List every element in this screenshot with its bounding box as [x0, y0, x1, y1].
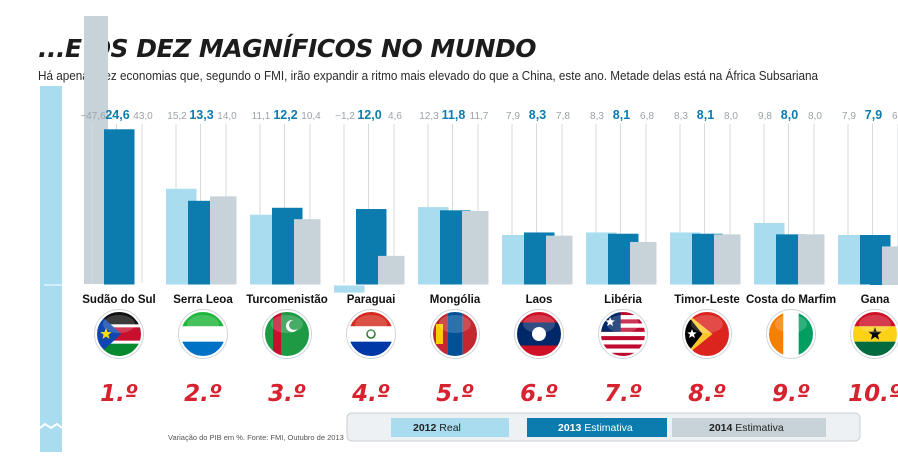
value-label-2013: 7,9 — [865, 108, 882, 122]
bar-2014-4 — [462, 210, 489, 285]
rank-label: 2.º — [184, 381, 222, 407]
bar-2014-5 — [546, 235, 573, 285]
chart-title: ...E OS DEZ MAGNÍFICOS NO MUNDO — [38, 34, 537, 63]
bar-2014-3 — [378, 255, 405, 285]
bar-2014-6 — [630, 241, 657, 285]
value-label-2014: 11,7 — [470, 111, 489, 122]
rank-label: 1.º — [100, 381, 138, 407]
bar-2014-8 — [798, 234, 825, 285]
value-label-2014: 6,8 — [640, 111, 654, 122]
legend-swatch-2012 — [391, 418, 509, 437]
sierra-leone-flag — [178, 309, 228, 359]
rank-label: 6.º — [520, 381, 558, 407]
value-label-2013: 8,1 — [613, 108, 630, 122]
value-label-2012: 9,8 — [758, 111, 772, 122]
legend-entry-2013: 2013 Estimativa — [558, 422, 633, 434]
country-name: Mongólia — [430, 294, 481, 306]
rank-label: 3.º — [268, 381, 306, 407]
rank-label: 7.º — [604, 381, 642, 407]
legend-swatch-2013 — [527, 418, 667, 437]
value-label-2013: 8,0 — [781, 108, 798, 122]
laos-flag — [514, 309, 564, 359]
value-label-2014: 14,0 — [217, 111, 237, 122]
liberia-flag — [598, 309, 648, 359]
value-label-2012: −47,6 — [80, 111, 106, 122]
chart-subtitle: Há apenas dez economias que, segundo o F… — [38, 69, 818, 83]
value-label-2013: 12,0 — [357, 108, 381, 122]
value-label-2014: 8,0 — [808, 111, 822, 122]
legend-entry-2012: 2012 Real — [413, 422, 461, 434]
value-label-2014: 43,0 — [133, 111, 153, 122]
country-name: Serra Leoa — [173, 294, 233, 306]
value-label-2013: 8,1 — [697, 108, 714, 122]
country-name: Libéria — [604, 294, 642, 306]
value-label-2014: 7,8 — [556, 111, 570, 122]
rank-label: 8.º — [688, 381, 726, 407]
rank-label: 5.º — [436, 381, 474, 407]
offscale-bar-2012-sudao-do-sul — [40, 86, 62, 452]
rank-label: 4.º — [351, 381, 390, 407]
country-name: Timor-Leste — [674, 294, 740, 306]
value-label-2012: 12,3 — [419, 111, 439, 122]
value-label-2014: 10,4 — [301, 111, 321, 122]
value-label-2013: 13,3 — [189, 108, 213, 122]
bar-2013-0 — [104, 129, 135, 285]
value-label-2012: −1,2 — [335, 111, 355, 122]
country-name: Paraguai — [347, 294, 396, 306]
country-name: Gana — [861, 294, 890, 306]
rank-label: 9.º — [772, 381, 810, 407]
south-sudan-flag — [94, 309, 144, 359]
ghana-flag — [850, 309, 898, 359]
country-name: Laos — [526, 294, 553, 306]
value-label-2013: 12,2 — [273, 108, 297, 122]
mongolia-flag — [430, 309, 480, 359]
turkmenistan-flag — [262, 309, 312, 359]
value-label-2012: 8,3 — [674, 111, 688, 122]
value-label-2014: 4,6 — [388, 111, 402, 122]
value-label-2012: 15,2 — [167, 111, 187, 122]
value-label-2013: 8,3 — [529, 108, 546, 122]
country-name: Turcomenistão — [246, 294, 328, 306]
value-label-2014: 6,1 — [892, 111, 898, 122]
axis-break-mark — [39, 422, 63, 430]
paraguay-flag — [346, 309, 396, 359]
bar-2014-1 — [210, 196, 237, 285]
rank-label: 10.º — [848, 381, 898, 407]
bar-2012-3 — [334, 285, 365, 293]
bar-2014-9 — [882, 246, 898, 285]
ivory-coast-flag — [766, 309, 816, 359]
value-label-2013: 24,6 — [105, 108, 129, 122]
value-label-2012: 7,9 — [506, 111, 520, 122]
value-label-2012: 11,1 — [252, 111, 271, 122]
value-label-2012: 8,3 — [590, 111, 604, 122]
legend-entry-2014: 2014 Estimativa — [709, 422, 784, 434]
country-name: Sudão do Sul — [82, 294, 155, 306]
value-label-2014: 8,0 — [724, 111, 738, 122]
legend-swatch-2014 — [672, 418, 826, 437]
bar-2014-2 — [294, 219, 321, 285]
timor-leste-flag — [682, 309, 732, 359]
source-note: Variação do PIB em %. Fonte: FMI, Outubr… — [168, 433, 344, 442]
country-name: Costa do Marfim — [746, 294, 836, 306]
bar-2014-7 — [714, 234, 741, 285]
value-label-2013: 11,8 — [442, 108, 466, 122]
value-label-2012: 7,9 — [842, 111, 856, 122]
